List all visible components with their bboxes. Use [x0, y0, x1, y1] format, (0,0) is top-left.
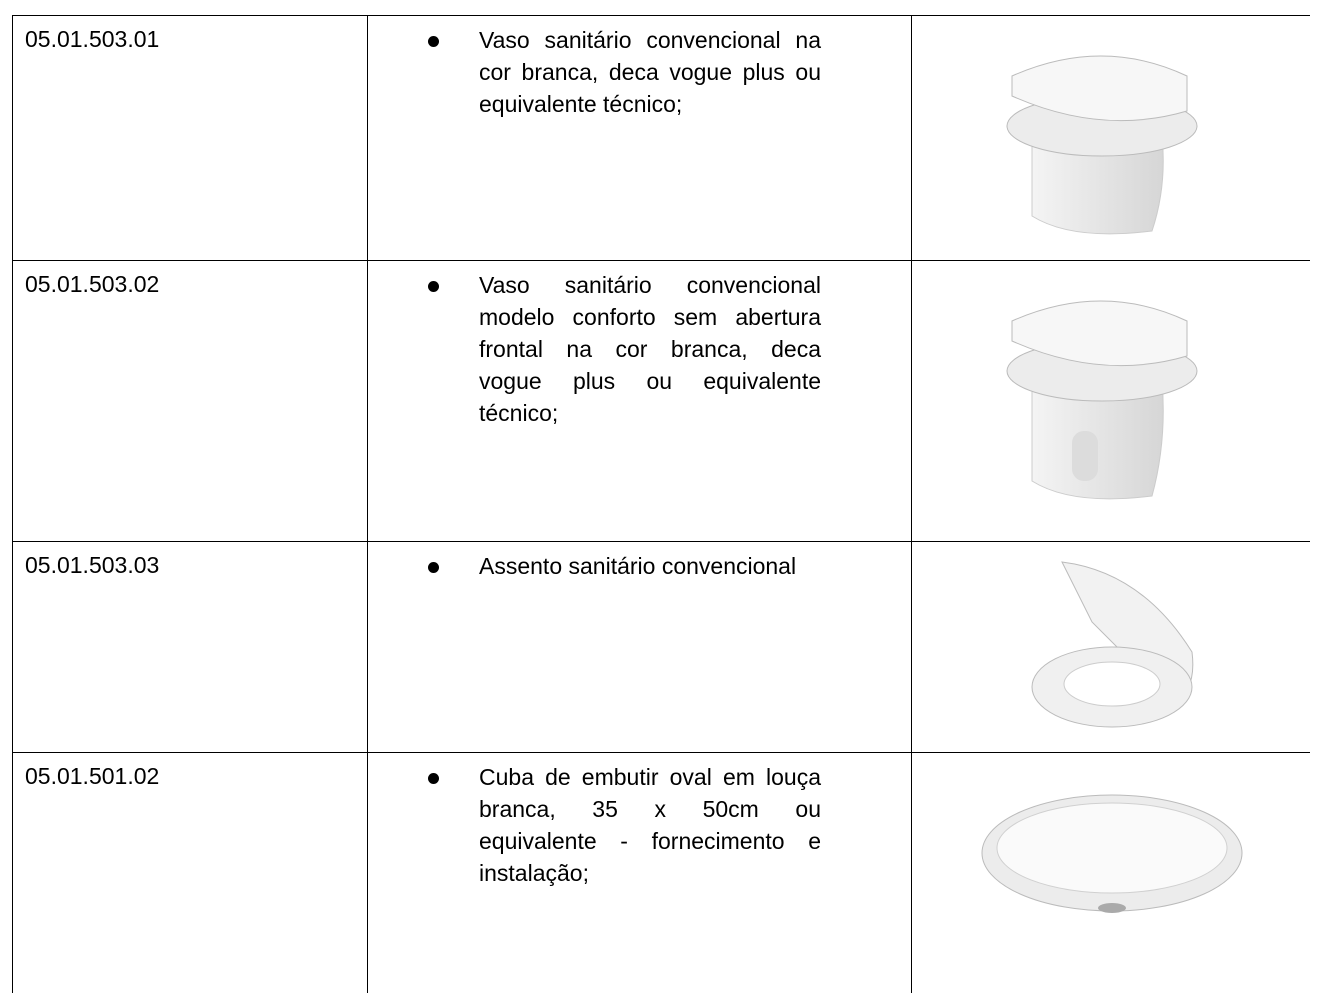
description-cell: Assento sanitário convencional: [367, 542, 912, 753]
item-description: Vaso sanitário convencional modelo confo…: [479, 272, 821, 426]
code-cell: 05.01.503.02: [12, 261, 368, 542]
table-row: 05.01.503.03 Assento sanitário convencio…: [12, 541, 1310, 753]
item-code: 05.01.503.03: [25, 552, 160, 578]
table-row: 05.01.503.02 Vaso sanitário convencional…: [12, 260, 1310, 542]
table-row: 05.01.503.01 Vaso sanitário convencional…: [12, 15, 1310, 261]
basin-image: [981, 794, 1243, 913]
bullet: [428, 36, 439, 47]
image-cell: [911, 542, 1311, 753]
item-code: 05.01.503.02: [25, 271, 160, 297]
item-code: 05.01.501.02: [25, 763, 160, 789]
image-cell: [911, 261, 1311, 542]
image-cell: [911, 16, 1311, 261]
description-cell: Vaso sanitário convencional modelo confo…: [367, 261, 912, 542]
item-description: Vaso sanitário convencional na cor branc…: [479, 27, 821, 117]
item-description: Cuba de embutir oval em louça branca, 35…: [479, 764, 821, 886]
code-cell: 05.01.503.01: [12, 16, 368, 261]
toilet-image: [1006, 300, 1198, 500]
description-cell: Cuba de embutir oval em louça branca, 35…: [367, 753, 912, 993]
code-cell: 05.01.501.02: [12, 753, 368, 993]
bullet: [428, 773, 439, 784]
image-cell: [911, 753, 1311, 993]
description-cell: Vaso sanitário convencional na cor branc…: [367, 16, 912, 261]
toilet-image: [1006, 55, 1198, 235]
code-cell: 05.01.503.03: [12, 542, 368, 753]
item-code: 05.01.503.01: [25, 26, 160, 52]
item-description: Assento sanitário convencional: [479, 553, 797, 579]
seat-image: [1031, 561, 1194, 728]
table-row: 05.01.501.02 Cuba de embutir oval em lou…: [12, 752, 1310, 993]
bullet: [428, 281, 439, 292]
bullet: [428, 562, 439, 573]
